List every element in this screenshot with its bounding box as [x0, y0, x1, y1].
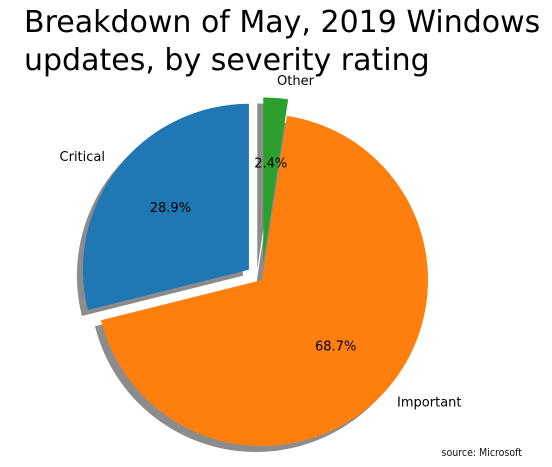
- pie-slice-critical: [82, 103, 249, 311]
- slice-label-other: Other: [277, 74, 315, 89]
- pie-labels: 28.9% Critical 68.7% Important 2.4% Other: [60, 74, 462, 411]
- pct-label-other: 2.4%: [254, 157, 287, 172]
- source-note: source: Microsoft: [441, 447, 522, 459]
- slice-label-critical: Critical: [60, 150, 105, 165]
- pct-label-critical: 28.9%: [150, 201, 191, 216]
- pie-slices: [82, 97, 428, 446]
- pie-slice-important: [100, 115, 428, 446]
- slice-label-important: Important: [397, 395, 461, 410]
- pie-slice-other: [263, 97, 289, 264]
- pct-label-important: 68.7%: [315, 340, 356, 355]
- chart-title: Breakdown of May, 2019 Windows updates, …: [24, 5, 541, 78]
